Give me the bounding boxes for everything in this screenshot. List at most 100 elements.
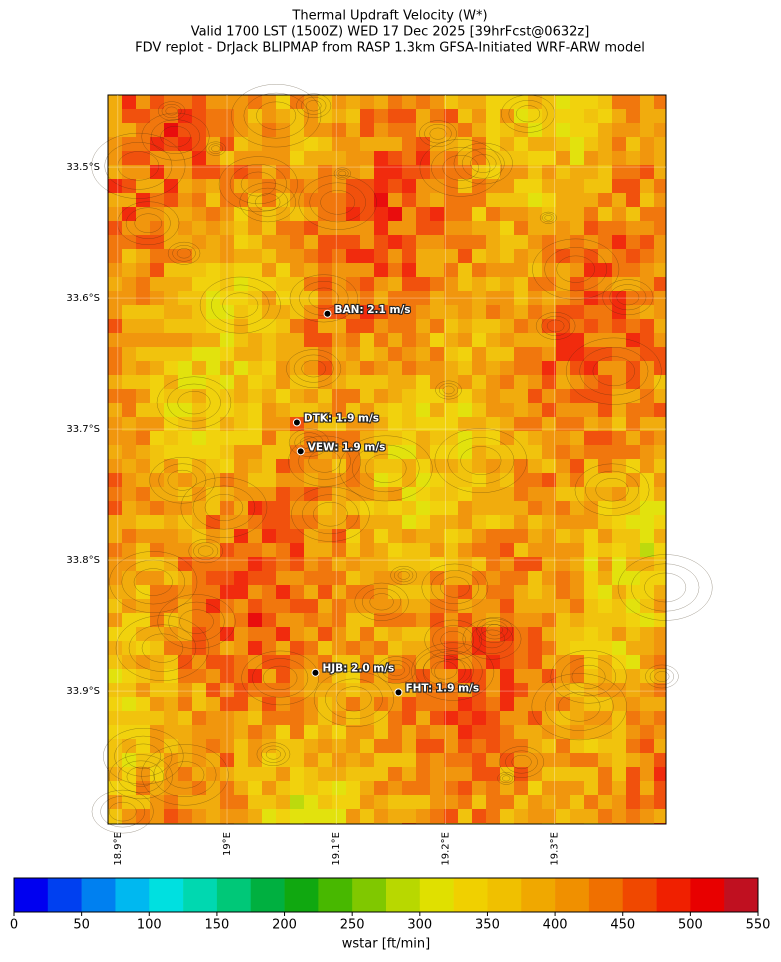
- field-cell: [234, 795, 248, 809]
- field-cell: [136, 557, 150, 571]
- field-cell: [416, 767, 430, 781]
- field-cell: [206, 403, 220, 417]
- field-cell: [318, 235, 332, 249]
- field-cell: [500, 389, 514, 403]
- field-cell: [514, 683, 528, 697]
- field-cell: [248, 571, 262, 585]
- field-cell: [570, 501, 584, 515]
- field-cell: [290, 613, 304, 627]
- field-cell: [178, 123, 192, 137]
- field-cell: [626, 739, 640, 753]
- field-cell: [584, 193, 598, 207]
- field-cell: [486, 501, 500, 515]
- field-cell: [164, 417, 178, 431]
- field-cell: [542, 417, 556, 431]
- field-cell: [318, 557, 332, 571]
- field-cell: [108, 613, 122, 627]
- field-cell: [486, 193, 500, 207]
- field-cell: [416, 669, 430, 683]
- field-cell: [416, 361, 430, 375]
- field-cell: [542, 109, 556, 123]
- field-cell: [556, 613, 570, 627]
- field-cell: [346, 221, 360, 235]
- field-cell: [122, 165, 136, 179]
- field-cell: [206, 613, 220, 627]
- field-cell: [500, 501, 514, 515]
- field-cell: [612, 655, 626, 669]
- field-cell: [346, 515, 360, 529]
- field-cell: [276, 571, 290, 585]
- field-cell: [388, 361, 402, 375]
- field-cell: [346, 347, 360, 361]
- field-cell: [332, 95, 346, 109]
- field-cell: [178, 221, 192, 235]
- contour: [574, 463, 650, 516]
- field-cell: [346, 263, 360, 277]
- field-cell: [444, 221, 458, 235]
- field-cell: [430, 431, 444, 445]
- field-cell: [444, 389, 458, 403]
- field-cell: [318, 613, 332, 627]
- field-cell: [430, 529, 444, 543]
- field-cell: [248, 781, 262, 795]
- field-cell: [402, 305, 416, 319]
- field-cell: [388, 599, 402, 613]
- field-cell: [178, 389, 192, 403]
- field-cell: [598, 487, 612, 501]
- field-cell: [360, 557, 374, 571]
- field-cell: [402, 473, 416, 487]
- field-cell: [458, 221, 472, 235]
- field-cell: [234, 417, 248, 431]
- field-cell: [332, 501, 346, 515]
- field-cell: [654, 641, 666, 655]
- contour: [338, 435, 433, 502]
- field-cell: [248, 683, 262, 697]
- field-cell: [332, 249, 346, 263]
- field-cell: [234, 235, 248, 249]
- field-cell: [150, 333, 164, 347]
- field-cell: [234, 725, 248, 739]
- field-cell: [374, 599, 388, 613]
- field-cell: [248, 459, 262, 473]
- field-cell: [402, 263, 416, 277]
- field-cell: [612, 557, 626, 571]
- field-cell: [472, 193, 486, 207]
- field-cell: [276, 347, 290, 361]
- field-cell: [654, 543, 666, 557]
- contour: [301, 96, 327, 115]
- field-cell: [332, 753, 346, 767]
- field-cell: [528, 109, 542, 123]
- field-cell: [444, 431, 458, 445]
- field-cell: [360, 361, 374, 375]
- field-cell: [570, 221, 584, 235]
- field-cell: [374, 795, 388, 809]
- field-cell: [472, 613, 486, 627]
- field-cell: [122, 739, 136, 753]
- field-cell: [654, 683, 666, 697]
- field-cell: [416, 207, 430, 221]
- field-cell: [500, 417, 514, 431]
- field-cell: [388, 277, 402, 291]
- field-cell: [248, 193, 262, 207]
- field-cell: [584, 781, 598, 795]
- field-cell: [290, 501, 304, 515]
- field-cell: [640, 277, 654, 291]
- field-cell: [192, 557, 206, 571]
- field-cell: [556, 739, 570, 753]
- field-cell: [360, 263, 374, 277]
- field-cell: [570, 781, 584, 795]
- field-cell: [150, 165, 164, 179]
- field-cell: [444, 123, 458, 137]
- field-cell: [472, 333, 486, 347]
- field-cell: [332, 137, 346, 151]
- field-cell: [206, 179, 220, 193]
- field-cell: [444, 515, 458, 529]
- field-cell: [122, 515, 136, 529]
- field-cell: [276, 193, 290, 207]
- field-cell: [626, 725, 640, 739]
- field-cell: [388, 571, 402, 585]
- field-cell: [402, 403, 416, 417]
- field-cell: [486, 375, 500, 389]
- field-cell: [598, 361, 612, 375]
- field-cell: [234, 613, 248, 627]
